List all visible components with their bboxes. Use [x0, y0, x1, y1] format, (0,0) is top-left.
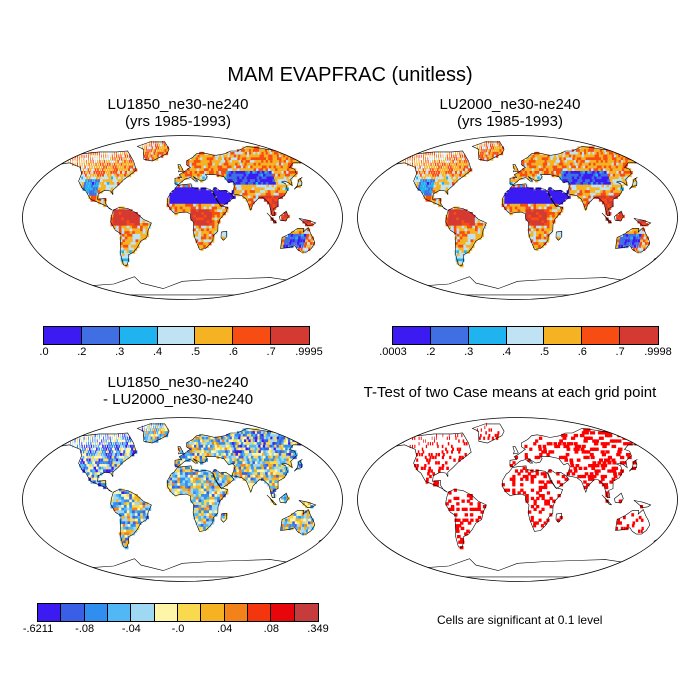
colorbar-difference [37, 603, 319, 622]
colorbar-label: -.0 [171, 623, 185, 635]
coastline-outlines [391, 141, 669, 296]
colorbar-label: .7 [615, 346, 625, 358]
colorbar-label: .2 [77, 346, 87, 358]
panel-title-line2: - LU2000_ne30-ne240 [102, 391, 254, 408]
panel-title-lu1850: LU1850_ne30-ne240 (yrs 1985-1993) [38, 96, 318, 130]
world-map-ttest [357, 417, 678, 582]
colorbar-swatch [582, 327, 621, 344]
colorbar-swatch [195, 327, 234, 344]
colorbar-labels-difference: -.6211 -.08 -.04 -.0 .04 .08 .349 [23, 623, 329, 637]
colorbar-label: .04 [217, 623, 233, 635]
panel-title-difference: LU1850_ne30-ne240 - LU2000_ne30-ne240 [38, 374, 318, 408]
colorbar-swatch [201, 604, 225, 621]
panel-title-line2: (yrs 1985-1993) [457, 113, 563, 130]
colorbar-label: .9995 [295, 346, 323, 358]
colorbar-swatch [81, 327, 120, 344]
colorbar-label: -.04 [121, 623, 141, 635]
colorbar-swatch [44, 327, 82, 344]
panel-title-line1: LU2000_ne30-ne240 [439, 96, 581, 113]
colorbar-swatch [61, 604, 85, 621]
world-map-difference [22, 417, 343, 582]
colorbar-label: -.08 [75, 623, 95, 635]
colorbar-label: .5 [190, 346, 201, 358]
colorbar-swatch [84, 604, 108, 621]
colorbar-label: .5 [539, 346, 550, 358]
colorbar-labels-lu1850: .0 .2 .3 .4 .5 .6 .7 .9995 [39, 346, 322, 360]
panel-title-line1: T-Test of two Case means at each grid po… [363, 384, 657, 401]
colorbar-swatch [131, 604, 155, 621]
colorbar-swatch [224, 604, 248, 621]
colorbar-swatch [157, 327, 196, 344]
panel-title-line1: LU1850_ne30-ne240 [107, 374, 249, 391]
colorbar-label: .4 [152, 346, 163, 358]
colorbar-swatch [506, 327, 545, 344]
colorbar-swatch [247, 604, 272, 621]
colorbar-label: .9998 [644, 346, 672, 358]
world-map-lu1850 [22, 135, 343, 300]
colorbar-swatch [38, 604, 62, 621]
colorbar-label: -.6211 [22, 623, 54, 635]
colorbar-swatch [107, 604, 132, 621]
panel-title-ttest: T-Test of two Case means at each grid po… [340, 384, 680, 401]
significance-note: Cells are significant at 0.1 level [437, 613, 603, 627]
colorbar-swatch [294, 604, 318, 621]
colorbar-label: .0003 [379, 346, 407, 358]
colorbar-label: .2 [426, 346, 436, 358]
colorbar-label: .0 [39, 346, 49, 358]
colorbar-swatch [393, 327, 431, 344]
panel-title-lu2000: LU2000_ne30-ne240 (yrs 1985-1993) [370, 96, 650, 130]
colorbar-label: .3 [115, 346, 125, 358]
colorbar-swatch [233, 327, 272, 344]
colorbar-labels-lu2000: .0003 .2 .3 .4 .5 .6 .7 .9998 [379, 346, 672, 360]
colorbar-swatch [119, 327, 158, 344]
colorbar-swatch [430, 327, 469, 344]
colorbar-swatch [177, 604, 202, 621]
colorbar-lu1850 [43, 326, 310, 345]
coastline-outlines [391, 423, 669, 578]
colorbar-swatch [468, 327, 507, 344]
colorbar-lu2000 [392, 326, 659, 345]
colorbar-label: .6 [577, 346, 587, 358]
colorbar-label: .3 [464, 346, 474, 358]
colorbar-swatch [620, 327, 658, 344]
map-field-cells [398, 423, 644, 550]
panel-title-line2: (yrs 1985-1993) [125, 113, 231, 130]
colorbar-label: .7 [266, 346, 276, 358]
panel-title-line1: LU1850_ne30-ne240 [107, 96, 249, 113]
figure-title: MAM EVAPFRAC (unitless) [227, 64, 473, 86]
colorbar-label: .349 [307, 623, 329, 635]
colorbar-label: .08 [263, 623, 279, 635]
colorbar-swatch [271, 604, 295, 621]
colorbar-swatch [154, 604, 178, 621]
world-map-lu2000 [357, 135, 678, 300]
colorbar-swatch [271, 327, 309, 344]
colorbar-label: .4 [501, 346, 512, 358]
colorbar-label: .6 [228, 346, 238, 358]
colorbar-swatch [544, 327, 583, 344]
